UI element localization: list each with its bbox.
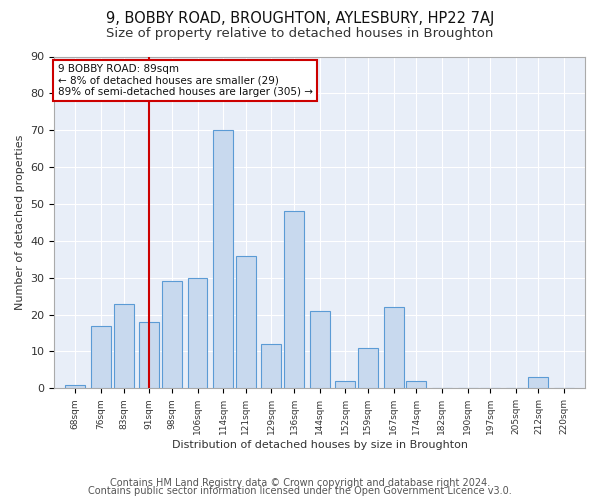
Bar [383,307,404,388]
Bar [236,256,256,388]
Bar [162,282,182,389]
Bar [188,278,208,388]
Bar [113,304,134,388]
Bar [529,378,548,388]
Bar [358,348,378,389]
Bar [139,322,159,388]
Text: 9 BOBBY ROAD: 89sqm
← 8% of detached houses are smaller (29)
89% of semi-detache: 9 BOBBY ROAD: 89sqm ← 8% of detached hou… [58,64,313,97]
Bar [310,311,329,388]
Text: 9, BOBBY ROAD, BROUGHTON, AYLESBURY, HP22 7AJ: 9, BOBBY ROAD, BROUGHTON, AYLESBURY, HP2… [106,12,494,26]
Y-axis label: Number of detached properties: Number of detached properties [15,134,25,310]
Bar [65,384,85,388]
Bar [406,381,426,388]
Bar [91,326,111,388]
Text: Size of property relative to detached houses in Broughton: Size of property relative to detached ho… [106,28,494,40]
X-axis label: Distribution of detached houses by size in Broughton: Distribution of detached houses by size … [172,440,468,450]
Text: Contains public sector information licensed under the Open Government Licence v3: Contains public sector information licen… [88,486,512,496]
Bar [335,381,355,388]
Text: Contains HM Land Registry data © Crown copyright and database right 2024.: Contains HM Land Registry data © Crown c… [110,478,490,488]
Bar [213,130,233,388]
Bar [262,344,281,389]
Bar [284,212,304,388]
